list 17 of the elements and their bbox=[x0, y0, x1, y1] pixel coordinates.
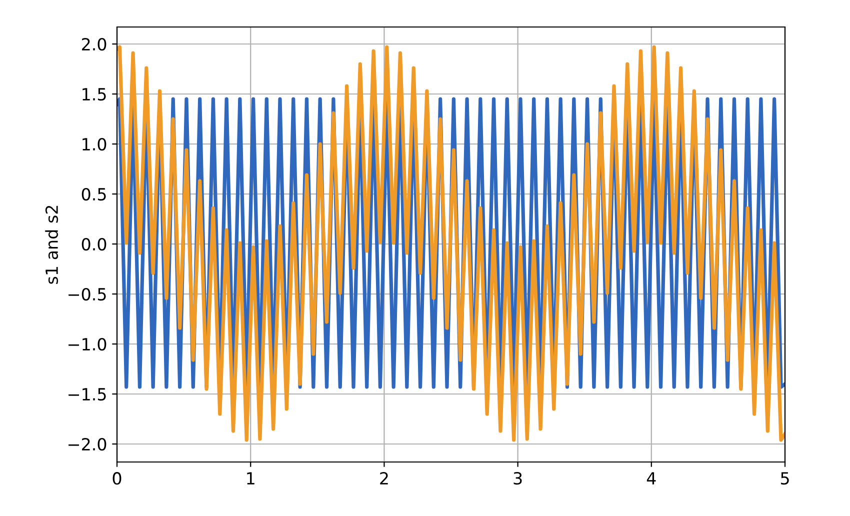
y-tick-label: −0.5 bbox=[68, 288, 106, 301]
y-tick-label: −1.5 bbox=[68, 388, 106, 401]
x-tick-label: 3 bbox=[514, 472, 522, 485]
y-tick-label: 0.5 bbox=[82, 188, 106, 201]
x-tick-label: 2 bbox=[380, 472, 388, 484]
x-tick-label: 4 bbox=[646, 472, 656, 484]
y-tick-label: −1.0 bbox=[68, 338, 106, 351]
x-tick-label: 0 bbox=[112, 472, 122, 485]
x-tick-label: 5 bbox=[780, 472, 789, 485]
y-tick-label: 1.5 bbox=[82, 88, 106, 101]
y-tick-label: −2.0 bbox=[68, 438, 106, 451]
line-series bbox=[117, 45, 785, 442]
y-tick-label: 0.0 bbox=[82, 238, 106, 251]
x-tick-label: 1 bbox=[247, 472, 254, 484]
y-tick-label: 2.0 bbox=[82, 38, 106, 51]
y-axis-title: s1 and s2 bbox=[45, 206, 58, 284]
y-tick-label: 1.0 bbox=[82, 138, 106, 151]
